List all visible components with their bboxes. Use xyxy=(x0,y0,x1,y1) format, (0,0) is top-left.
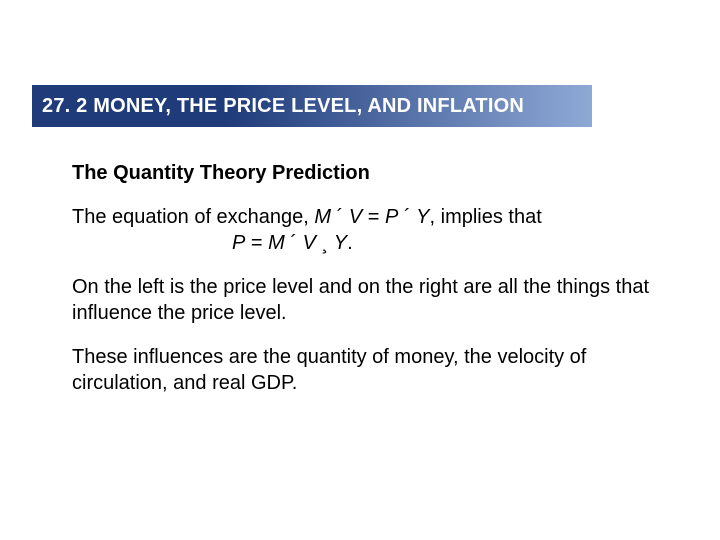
eq2-V: V xyxy=(303,232,316,254)
paragraph-1: The equation of exchange, M ´ V = P ´ Y,… xyxy=(72,204,652,256)
paragraph-2: On the left is the price level and on th… xyxy=(72,274,652,326)
slide-body: The Quantity Theory Prediction The equat… xyxy=(72,160,652,414)
section-header-bar: 27. 2 MONEY, THE PRICE LEVEL, AND INFLAT… xyxy=(32,85,592,127)
eq1-Y: Y xyxy=(416,206,429,228)
equation-2-line: P = M ´ V ¸ Y. xyxy=(72,230,652,256)
eq2-period: . xyxy=(347,232,353,254)
eq1-mult-1: ´ xyxy=(337,206,344,228)
eq1-M: M xyxy=(314,206,331,228)
eq2-P: P xyxy=(232,232,245,254)
eq1-eq: = xyxy=(368,206,380,228)
eq1-mult-2: ´ xyxy=(404,206,411,228)
eq2-div: ¸ xyxy=(322,232,329,254)
eq2-mult: ´ xyxy=(290,232,297,254)
slide: 27. 2 MONEY, THE PRICE LEVEL, AND INFLAT… xyxy=(0,0,720,540)
paragraph-3: These influences are the quantity of mon… xyxy=(72,344,652,396)
section-header-text: 27. 2 MONEY, THE PRICE LEVEL, AND INFLAT… xyxy=(42,95,524,118)
para1-posttext: , implies that xyxy=(430,206,542,228)
para1-pretext: The equation of exchange, xyxy=(72,206,314,228)
eq2-Y: Y xyxy=(334,232,347,254)
eq2-M: M xyxy=(268,232,285,254)
eq2-eq: = xyxy=(251,232,263,254)
eq1-P: P xyxy=(385,206,398,228)
eq1-V: V xyxy=(349,206,362,228)
subtitle: The Quantity Theory Prediction xyxy=(72,160,652,186)
